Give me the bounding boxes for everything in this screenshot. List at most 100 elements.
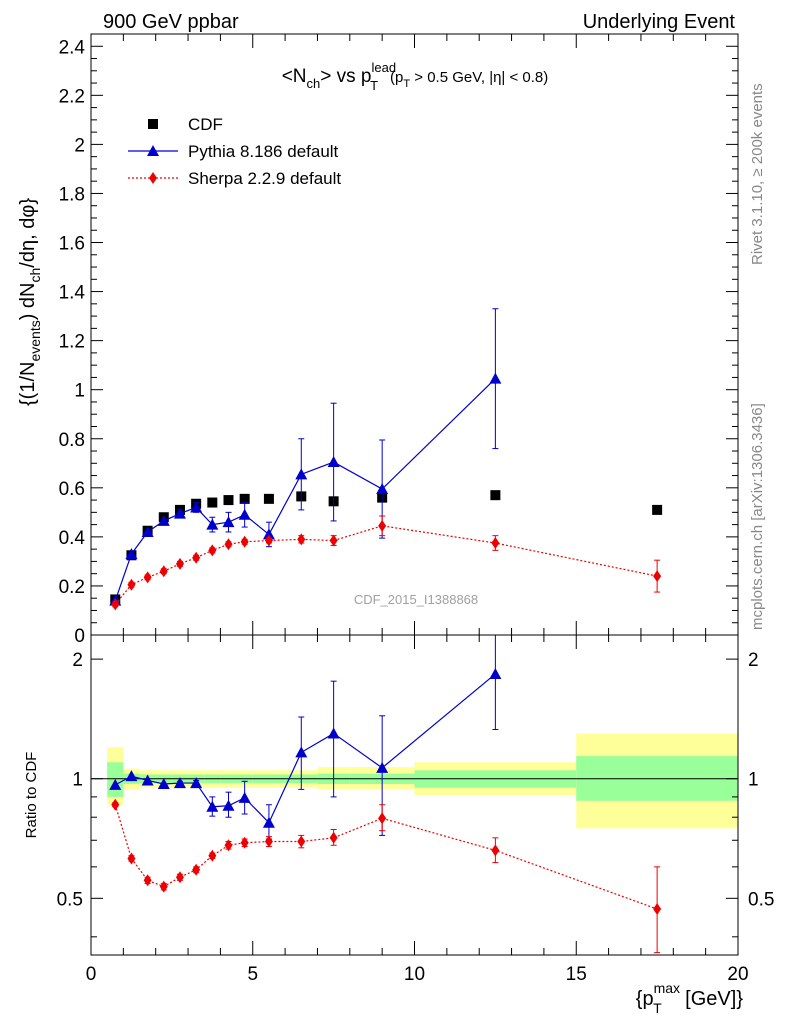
main-y-tick-label: 2.4 (59, 37, 86, 58)
main-series-0-point-7 (223, 495, 234, 506)
main-series-1-point-3 (157, 514, 170, 526)
ratio-series-1 (111, 798, 662, 954)
ratio-y-tick-label: 0.5 (57, 889, 83, 910)
ratio-series-1-point-13 (491, 844, 500, 857)
ratio-y-tick-label: 2 (72, 650, 83, 671)
main-series-2-point-12 (378, 519, 387, 532)
main-series-1-point-2 (141, 525, 154, 537)
ratio-series-line-0 (114, 673, 496, 824)
main-series-0-point-14 (652, 504, 663, 515)
ratio-series-0-point-9 (262, 816, 275, 828)
ratio-series-1-point-7 (224, 839, 233, 852)
ratio-series-1-point-0 (111, 798, 120, 811)
main-series-line-2 (114, 525, 658, 605)
main-y-tick-label: 1.8 (59, 184, 85, 205)
legend-marker-2 (149, 172, 157, 184)
main-y-tick-label: 0.6 (59, 479, 85, 500)
ratio-series-1-point-2 (143, 874, 152, 887)
main-y-tick-label: 1.6 (59, 234, 85, 255)
main-series-2-point-5 (192, 551, 201, 564)
main-series-1-point-11 (327, 456, 340, 468)
ratio-series-0-point-8 (238, 791, 251, 803)
ratio-series-0-point-0 (109, 778, 122, 790)
ratio-series-1-point-5 (192, 863, 201, 876)
main-series-1-point-13 (489, 372, 502, 384)
ratio-uncertainty-bands (107, 733, 738, 829)
main-series-2-point-13 (491, 537, 500, 550)
ratio-series-1-point-8 (240, 836, 249, 849)
ratio-series-0-point-12 (376, 761, 389, 773)
main-series-1-point-4 (173, 507, 186, 519)
ratio-series-0-point-1 (125, 770, 138, 782)
ratio-series-1-point-10 (297, 835, 306, 848)
ratio-series-0 (109, 634, 502, 840)
analysis-watermark: CDF_2015_I1388868 (354, 592, 478, 607)
ratio-y-tick-label: 1 (72, 770, 83, 791)
main-series-1-point-12 (376, 483, 389, 495)
main-y-tick-label: 1.4 (59, 283, 86, 304)
main-series-1-point-6 (206, 518, 219, 530)
ratio-series-0-point-7 (222, 799, 235, 811)
main-series-0-point-8 (239, 493, 250, 504)
main-series-2-point-14 (653, 570, 662, 583)
main-y-tick-label: 1 (74, 381, 85, 402)
ratio-series-1-point-1 (127, 852, 136, 865)
main-series-2 (111, 515, 662, 611)
header-right-label: Underlying Event (583, 11, 736, 33)
ratio-series-0-point-13 (489, 667, 502, 679)
main-y-tick-label: 0.4 (59, 528, 86, 549)
ratio-y-tick-label-right: 0.5 (748, 889, 774, 910)
main-y-tick-label: 0.8 (59, 430, 85, 451)
legend-marker-1 (147, 145, 159, 156)
main-y-tick-label: 1.2 (59, 332, 85, 353)
ratio-series-1-point-14 (653, 902, 662, 915)
legend-label-1: Pythia 8.186 default (188, 142, 339, 161)
ratio-series-0-point-6 (206, 800, 219, 812)
legend-label-2: Sherpa 2.2.9 default (188, 169, 341, 188)
main-series-2-point-9 (264, 534, 273, 547)
main-series-2-point-2 (143, 571, 152, 584)
main-series-0-point-9 (263, 493, 274, 504)
main-series-2-point-11 (329, 534, 338, 547)
main-series-2-point-3 (159, 565, 168, 578)
main-series-1-point-9 (262, 528, 275, 540)
main-y-tick-label: 2.2 (59, 86, 85, 107)
ratio-series-line-1 (114, 804, 658, 910)
main-series-1-point-10 (295, 468, 308, 480)
main-series-0-point-13 (490, 490, 501, 501)
x-tick-label: 15 (566, 964, 587, 985)
main-series-1-point-7 (222, 516, 235, 528)
ratio-series-0-point-11 (327, 727, 340, 739)
ratio-series-1-point-3 (159, 880, 168, 893)
ratio-y-tick-label-right: 2 (748, 650, 759, 671)
main-series-2-point-7 (224, 538, 233, 551)
x-axis-label: {pmax T [GeV]} (636, 980, 744, 1016)
main-series-1-point-5 (190, 501, 203, 513)
main-series-2-point-8 (240, 535, 249, 548)
ratio-y-axis-label: Ratio to CDF (23, 752, 40, 839)
ratio-series-0-point-5 (190, 777, 203, 789)
main-series-2-point-0 (111, 598, 120, 611)
main-series-1 (109, 308, 502, 606)
ratio-series-0-point-3 (157, 777, 170, 789)
ratio-series-0-point-4 (173, 777, 186, 789)
main-y-tick-label: 0 (74, 626, 85, 647)
legend: CDF Pythia 8.186 default Sherpa 2.2.9 defa… (128, 115, 341, 188)
x-tick-label: 5 (247, 964, 258, 985)
header-left-label: 900 GeV ppbar (103, 11, 239, 33)
main-series-line-1 (114, 378, 496, 601)
x-tick-label: 0 (86, 964, 97, 985)
legend-marker-0 (148, 119, 158, 129)
rivet-label: Rivet 3.1.10, ≥ 200k events (749, 83, 766, 265)
main-series-2-point-4 (175, 557, 184, 570)
main-y-axis-label: {(1/Nevents) dNch/dη, dφ} (17, 198, 43, 406)
x-tick-label: 20 (727, 964, 748, 985)
x-tick-label: 10 (404, 964, 425, 985)
main-series-1-point-1 (125, 548, 138, 560)
ratio-series-1-point-4 (175, 871, 184, 884)
main-series-2-point-6 (208, 544, 217, 557)
ratio-series-0-point-10 (295, 746, 308, 758)
ratio-series-1-point-12 (378, 812, 387, 825)
ratio-series-1-point-11 (329, 831, 338, 844)
